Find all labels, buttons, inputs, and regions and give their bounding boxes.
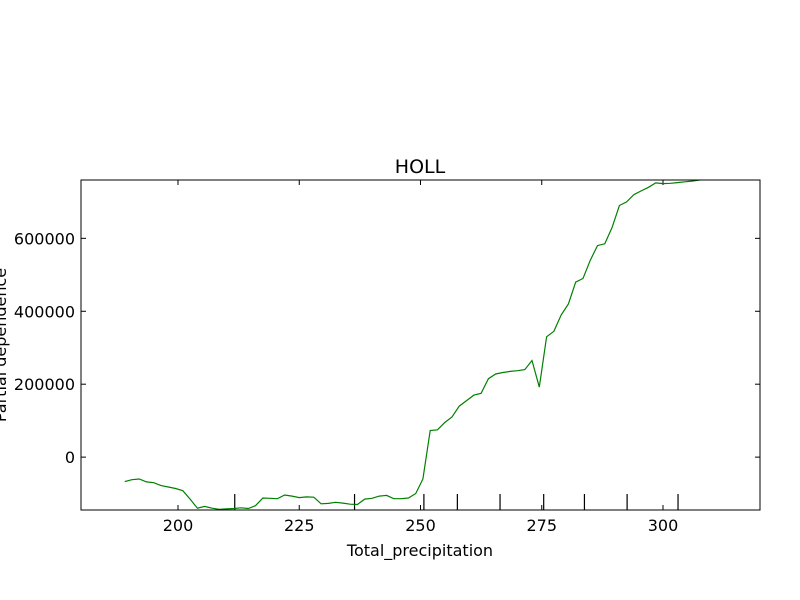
y-axis-label: Partial dependence (0, 268, 10, 422)
x-axis-label: Total_precipitation (346, 541, 493, 561)
y-tick-label: 200000 (14, 375, 75, 394)
x-ticks: 200 225 250 275 300 (163, 180, 679, 535)
x-tick-label: 200 (163, 516, 194, 535)
x-tick-label: 300 (648, 516, 679, 535)
y-tick-label: 0 (65, 448, 75, 467)
decile-ticks (234, 494, 679, 510)
series-line (124, 180, 706, 510)
x-tick-label: 275 (526, 516, 557, 535)
y-ticks: 0 200000 400000 600000 (14, 229, 760, 467)
plot-frame (80, 179, 761, 511)
y-tick-label: 400000 (14, 302, 75, 321)
x-tick-label: 225 (284, 516, 315, 535)
y-tick-label: 600000 (14, 229, 75, 248)
chart-title: HOLL (395, 156, 446, 178)
x-tick-label: 250 (405, 516, 436, 535)
